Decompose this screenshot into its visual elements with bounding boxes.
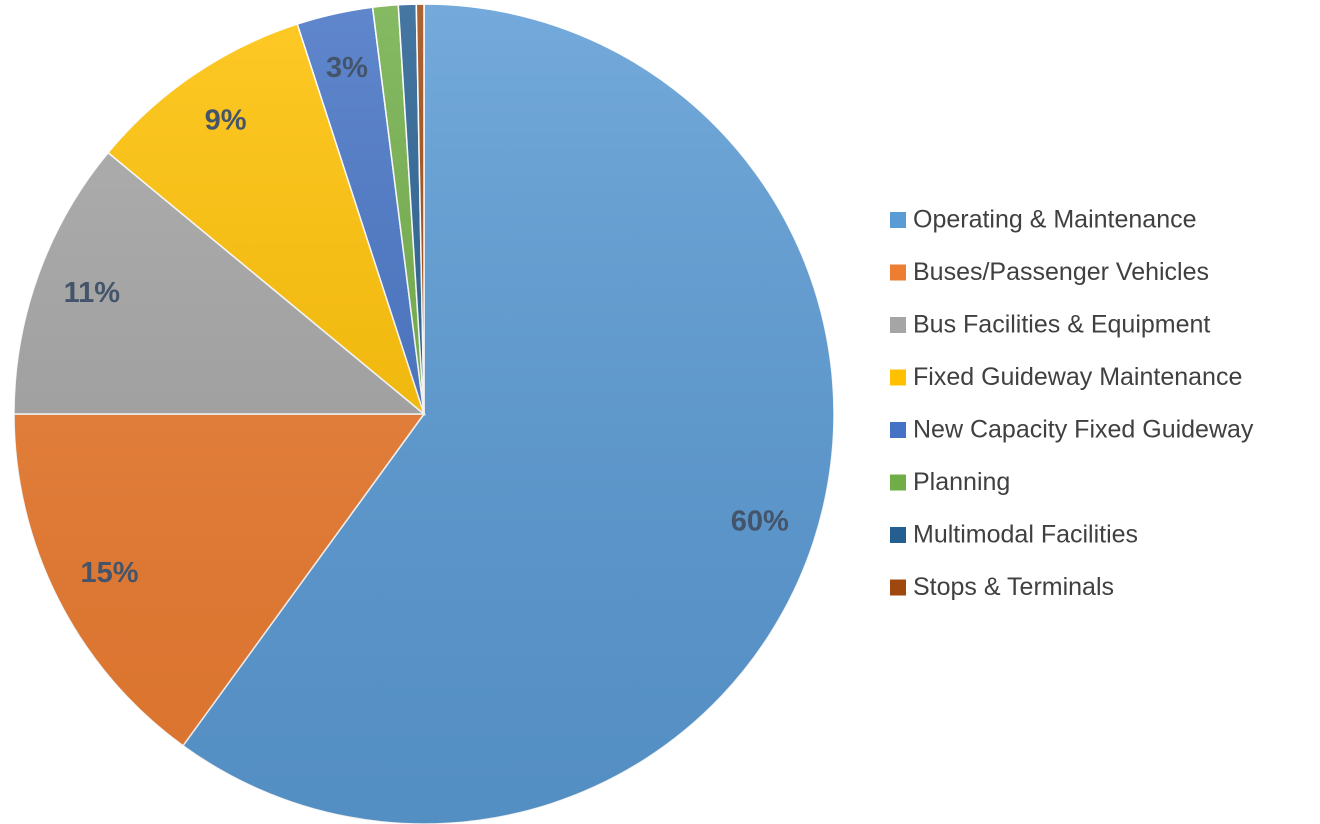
legend-label: New Capacity Fixed Guideway xyxy=(913,416,1254,444)
data-label: 60% xyxy=(731,506,789,538)
legend-label: Fixed Guideway Maintenance xyxy=(913,363,1242,391)
legend-swatch xyxy=(890,369,906,386)
legend-swatch xyxy=(890,527,906,543)
legend-label: Multimodal Facilities xyxy=(913,521,1138,549)
legend-swatch xyxy=(890,264,906,281)
data-label: 3% xyxy=(326,52,368,84)
data-label: 11% xyxy=(64,277,121,309)
legend-label: Planning xyxy=(913,468,1010,496)
legend-label: Stops & Terminals xyxy=(913,573,1114,601)
legend-label: Operating & Maintenance xyxy=(913,206,1197,234)
legend-swatch xyxy=(890,579,906,596)
legend-swatch xyxy=(890,212,906,228)
legend-swatch xyxy=(890,474,906,491)
legend-swatch xyxy=(890,317,906,333)
legend-label: Buses/Passenger Vehicles xyxy=(913,258,1209,286)
data-label: 9% xyxy=(205,105,247,137)
legend-swatch xyxy=(890,422,906,438)
data-label: 15% xyxy=(80,557,138,589)
legend-label: Bus Facilities & Equipment xyxy=(913,311,1210,339)
